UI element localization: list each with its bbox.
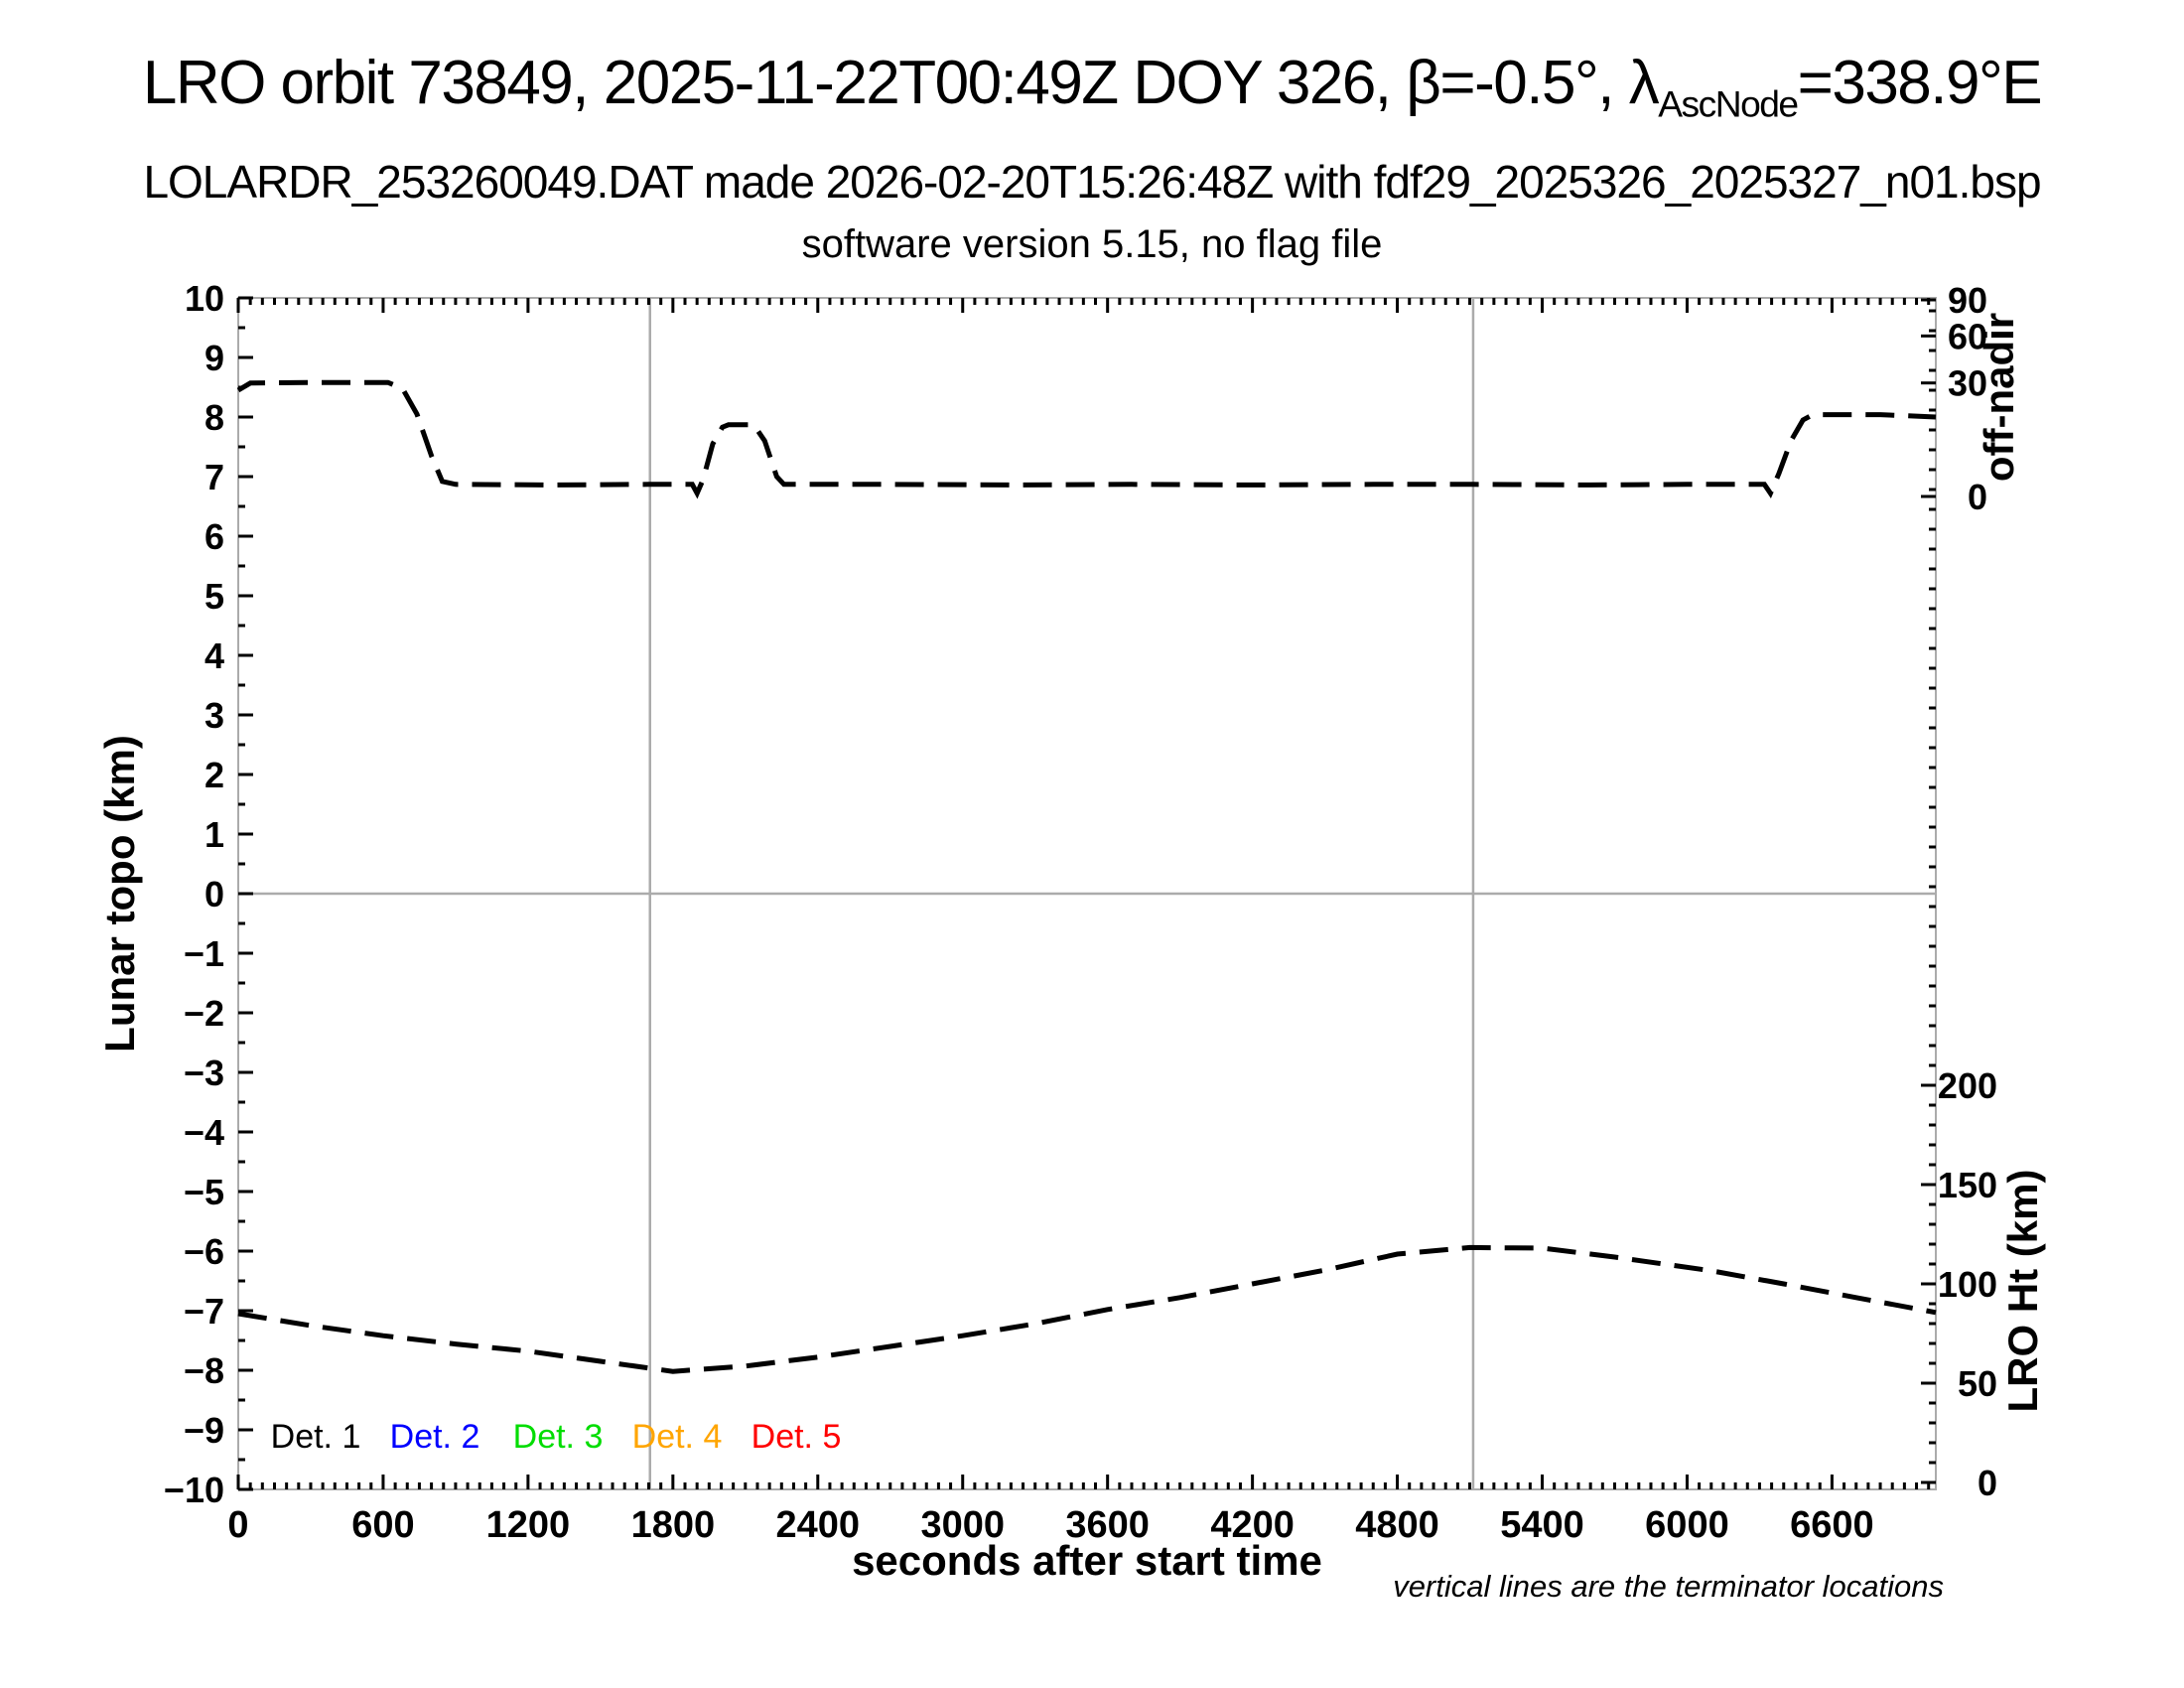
x-tick-label: 4800 [1355,1504,1439,1546]
x-tick-label: 3000 [920,1504,1005,1546]
plot-title-suffix: =338.9°E [1797,49,2043,117]
y-left-tick-label: 5 [205,576,224,617]
y-left-tick-label: 8 [205,397,224,438]
lro-ht-tick-label: 50 [1958,1363,1997,1404]
y-left-tick-label: 9 [205,338,224,378]
lro-ht-axis-title: LRO Ht (km) [1999,1170,2046,1413]
off-nadir-axis-title: off-nadir [1976,313,2022,482]
legend-item-det4: Det. 4 [632,1418,723,1456]
plot-title-prefix: LRO orbit 73849, 2025-11-22T00:49Z DOY 3… [142,49,1660,117]
y-left-tick-label: −4 [184,1112,224,1153]
y-left-tick-label: 7 [205,457,224,497]
plot-subtitle-version: software version 5.15, no flag file [801,222,1383,266]
legend-item-det5: Det. 5 [751,1418,842,1456]
y-left-tick-label: −2 [184,993,224,1034]
legend-item-det1: Det. 1 [271,1418,361,1456]
detector-legend: Det. 1 Det. 2 Det. 3 Det. 4 Det. 5 [271,1418,842,1456]
axis-ticks [236,296,1936,1491]
y-left-tick-label: −7 [184,1291,224,1332]
x-axis-title: seconds after start time [852,1537,1322,1584]
y-left-tick-label: −3 [184,1053,224,1093]
axis-labels: 0 600 1200 1800 2400 3000 3600 4200 4800 5400 6000… [96,278,2046,1604]
y-left-tick-label: 0 [205,874,224,914]
legend-item-det2: Det. 2 [390,1418,480,1456]
y-left-tick-label: 6 [205,516,224,557]
lro-ht-tick-label: 200 [1938,1065,1997,1106]
off-nadir-curve [236,379,1937,499]
data-curves [236,379,1937,1374]
legend-item-det3: Det. 3 [513,1418,604,1456]
x-tick-label: 6000 [1645,1504,1729,1546]
plot-subtitle-file: LOLARDR_253260049.DAT made 2026-02-20T15… [143,156,2041,208]
off-nadir-tick-label: 0 [1968,477,1987,517]
y-left-tick-label: 3 [205,695,224,736]
y-left-axis-title: Lunar topo (km) [96,735,143,1053]
x-tick-label: 0 [227,1504,248,1546]
lro-height-curve [237,1244,1937,1374]
x-tick-label: 1200 [486,1504,571,1546]
x-tick-label: 600 [351,1504,414,1546]
y-left-tick-label: −5 [184,1172,224,1212]
lro-ht-tick-label: 0 [1978,1463,1997,1503]
y-left-tick-label: −6 [184,1231,224,1272]
off-nadir-tick-label: 30 [1948,363,1987,404]
x-tick-label: 6600 [1790,1504,1874,1546]
grid-and-terminator-lines [238,298,1936,1489]
y-left-tick-label: −8 [184,1350,224,1391]
lro-ht-tick-label: 150 [1938,1165,1997,1205]
x-tick-label: 1800 [631,1504,716,1546]
x-tick-label: 2400 [776,1504,861,1546]
terminator-footnote: vertical lines are the terminator locati… [1393,1569,1944,1604]
x-tick-label: 5400 [1500,1504,1584,1546]
plot-title: LRO orbit 73849, 2025-11-22T00:49Z DOY 3… [0,48,2184,125]
y-left-tick-label: 10 [185,278,224,319]
lro-ht-tick-label: 100 [1938,1264,1997,1305]
x-tick-label: 3600 [1065,1504,1150,1546]
y-left-tick-label: 2 [205,755,224,795]
off-nadir-tick-label: 60 [1948,316,1987,356]
off-nadir-tick-label: 90 [1948,280,1987,321]
y-left-tick-label: 1 [205,814,224,855]
y-left-tick-label: −10 [164,1470,224,1510]
y-left-tick-label: 4 [205,635,224,676]
y-left-tick-label: −9 [184,1410,224,1451]
y-left-tick-label: −1 [184,933,224,974]
plot-title-subscript: AscNode [1658,82,1799,125]
x-tick-label: 4200 [1210,1504,1295,1546]
